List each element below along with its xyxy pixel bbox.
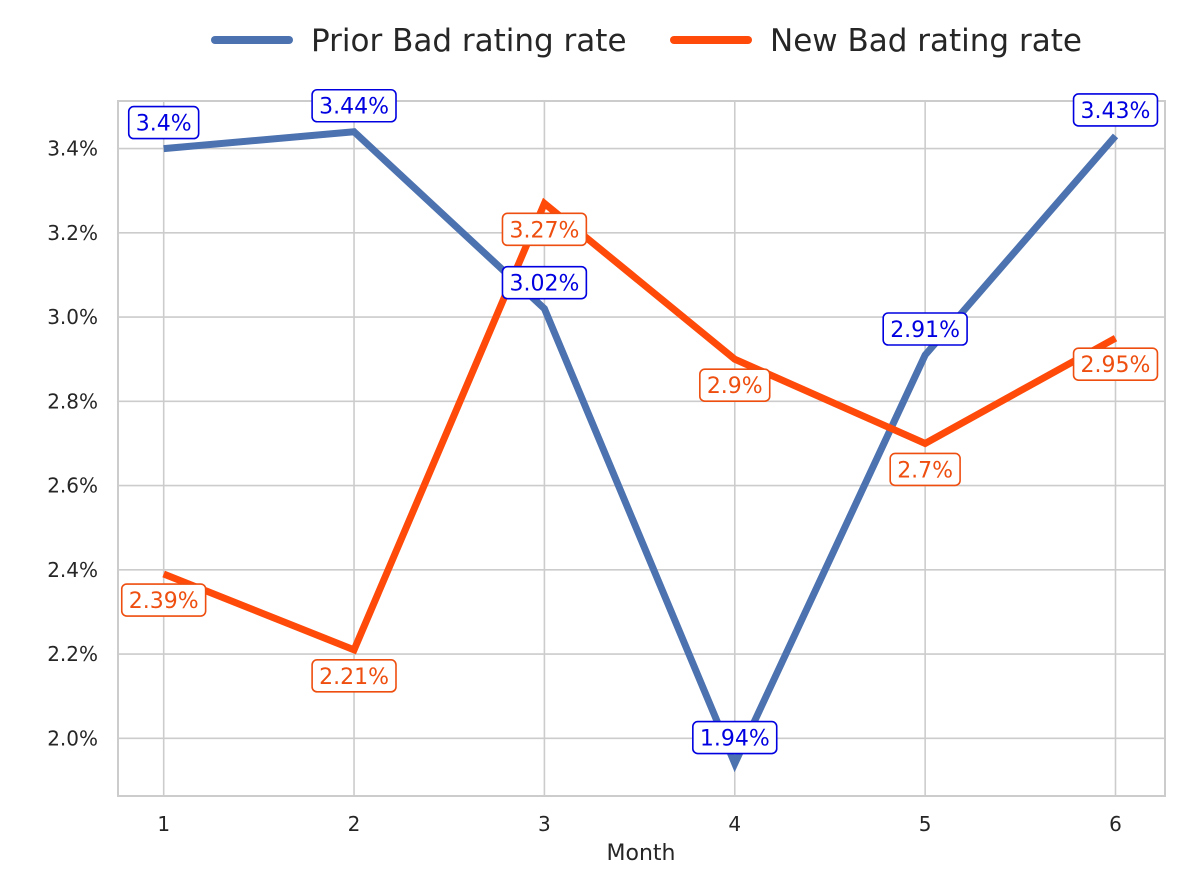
svg-text:3.44%: 3.44% [319, 95, 389, 120]
data-label: 3.27% [501, 212, 588, 247]
legend-label: Prior Bad rating rate [311, 23, 627, 59]
y-tick-label: 3.2% [47, 221, 98, 245]
svg-text:2.91%: 2.91% [890, 318, 960, 343]
y-tick-label: 3.0% [47, 305, 98, 329]
data-label: 3.02% [501, 265, 588, 300]
grid-lines [118, 101, 1165, 796]
data-label: 2.9% [699, 368, 771, 403]
svg-text:3.43%: 3.43% [1081, 99, 1151, 124]
data-label: 2.91% [882, 312, 968, 346]
svg-text:3.4%: 3.4% [136, 112, 192, 137]
x-tick-label: 5 [919, 812, 932, 836]
series-lines [162, 128, 1119, 773]
data-label: 3.43% [1072, 93, 1159, 127]
data-label: 3.4% [127, 105, 200, 140]
y-tick-label: 2.6% [47, 474, 98, 498]
y-tick-label: 3.4% [47, 137, 98, 161]
x-axis-title: Month [607, 841, 676, 866]
x-tick-label: 3 [538, 812, 551, 836]
svg-text:1.94%: 1.94% [700, 727, 770, 752]
series-line-new [162, 197, 1118, 655]
svg-text:2.39%: 2.39% [129, 589, 199, 614]
legend: Prior Bad rating rate New Bad rating rate [211, 23, 1082, 59]
legend-label: New Bad rating rate [770, 23, 1082, 59]
data-label: 2.95% [1072, 347, 1159, 381]
data-label: 3.44% [311, 88, 397, 123]
y-tick-label: 2.8% [47, 389, 98, 413]
data-label: 2.21% [311, 659, 397, 693]
y-tick-label: 2.2% [47, 642, 98, 666]
x-tick-label: 6 [1109, 812, 1122, 836]
data-label: 1.94% [692, 720, 778, 755]
svg-text:3.27%: 3.27% [509, 218, 579, 243]
data-label: 2.39% [120, 583, 207, 617]
data-labels: 3.4% 3.44% 3.02% 1.94% 2.91% 3.43% 2.39% 2.21% 3… [120, 88, 1159, 755]
x-tick-label: 2 [348, 812, 361, 836]
svg-text:2.9%: 2.9% [707, 374, 763, 399]
x-tick-labels: 1 2 3 4 5 6 [157, 812, 1122, 836]
svg-text:2.95%: 2.95% [1081, 353, 1151, 378]
svg-text:2.21%: 2.21% [319, 665, 389, 690]
series-line-prior [163, 128, 1119, 773]
y-tick-label: 2.0% [47, 726, 98, 750]
plot-frame [117, 100, 1166, 797]
x-tick-label: 1 [157, 812, 170, 836]
svg-text:3.02%: 3.02% [509, 272, 579, 297]
data-label: 2.7% [889, 452, 961, 487]
y-tick-labels: 2.0% 2.2% 2.4% 2.6% 2.8% 3.0% 3.2% 3.4% [47, 137, 98, 751]
svg-text:2.7%: 2.7% [897, 458, 953, 483]
y-tick-label: 2.4% [47, 558, 98, 582]
x-tick-label: 4 [728, 812, 741, 836]
